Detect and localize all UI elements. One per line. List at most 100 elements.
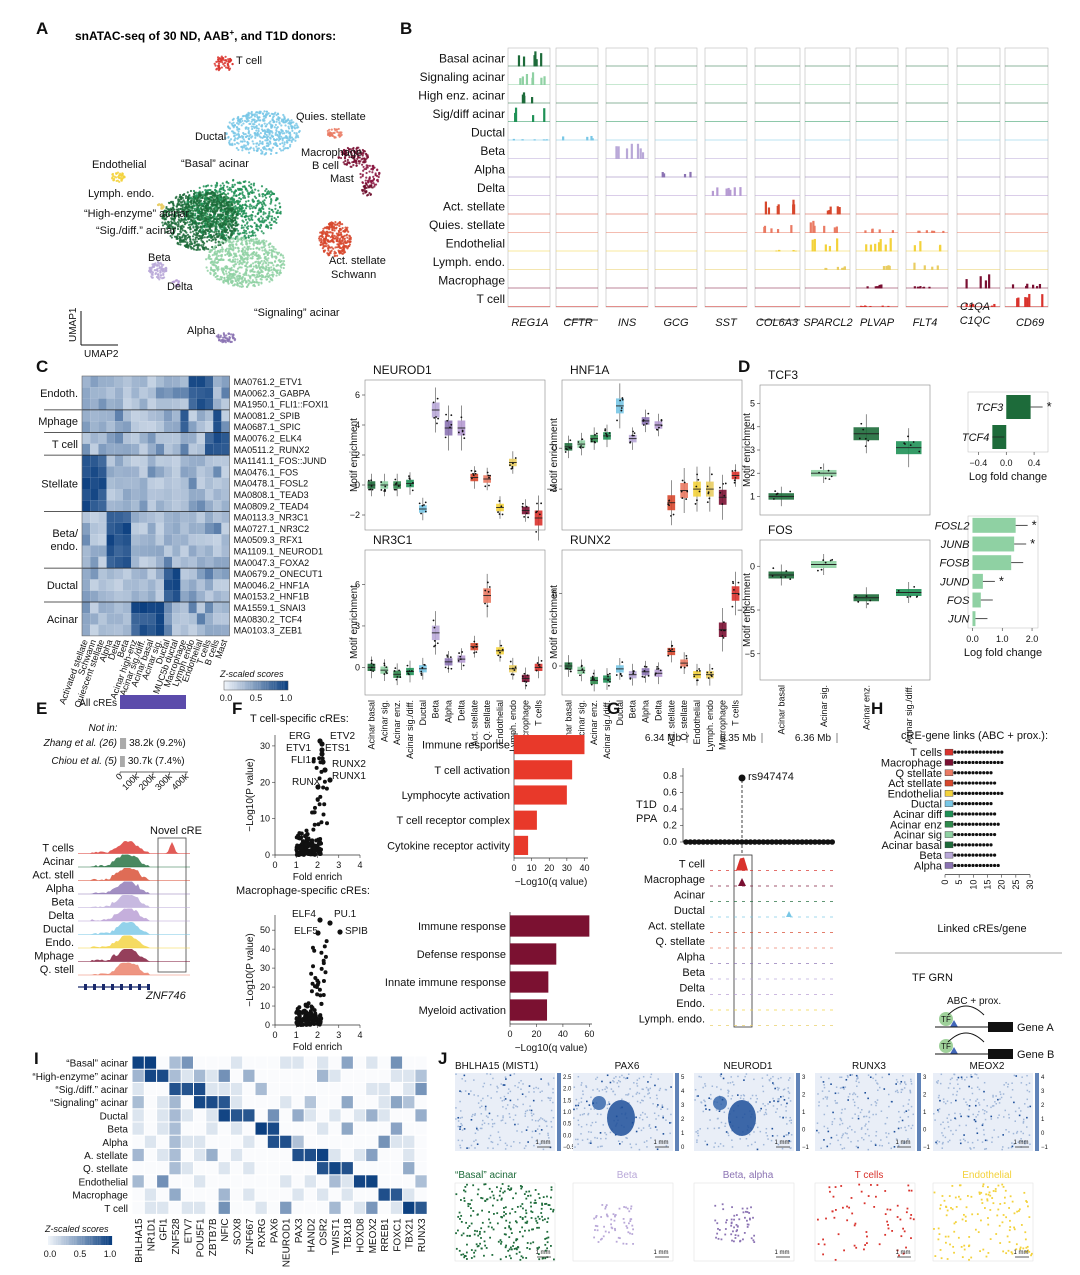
heat-cell bbox=[139, 387, 148, 399]
point bbox=[371, 488, 374, 491]
track-peak bbox=[615, 146, 618, 159]
umap-point bbox=[250, 218, 253, 221]
track-peak bbox=[887, 305, 890, 307]
umap-point bbox=[237, 130, 240, 133]
umap-point bbox=[244, 257, 248, 260]
umap-point bbox=[240, 280, 244, 283]
umap-point bbox=[240, 188, 243, 191]
motif-label-20: MA1559.1_SNAI3 bbox=[234, 603, 306, 613]
umap-point bbox=[210, 184, 213, 187]
umap-point bbox=[362, 157, 366, 160]
umap-point bbox=[231, 183, 234, 187]
umap-point bbox=[241, 275, 245, 279]
heat-cell bbox=[114, 443, 123, 456]
umap-point bbox=[227, 136, 230, 139]
umap-point bbox=[240, 117, 243, 120]
heat-cell bbox=[90, 579, 99, 591]
heat-cell bbox=[155, 511, 164, 523]
umap-point bbox=[365, 171, 368, 175]
heat-cell bbox=[82, 613, 91, 625]
point bbox=[488, 484, 490, 487]
umap-point bbox=[262, 211, 265, 214]
umap-point bbox=[267, 263, 270, 267]
point bbox=[540, 502, 543, 505]
umap-point bbox=[205, 217, 208, 220]
heat-cell bbox=[196, 387, 205, 399]
umap-point bbox=[209, 250, 212, 254]
umap-point bbox=[363, 184, 366, 187]
umap-point bbox=[270, 148, 273, 151]
umap-point bbox=[224, 241, 227, 244]
heat-cell bbox=[147, 602, 156, 614]
row-group-label: Beta/ bbox=[52, 528, 79, 540]
track-peak bbox=[522, 92, 526, 104]
umap-point bbox=[265, 144, 268, 148]
heat-cell bbox=[221, 568, 230, 580]
umap-point bbox=[243, 273, 246, 277]
point bbox=[632, 434, 635, 437]
heat-cell bbox=[123, 590, 132, 602]
umap-label-3: “Basal” acinar bbox=[181, 158, 249, 170]
point bbox=[511, 465, 514, 468]
umap-point bbox=[265, 130, 268, 133]
umap-point bbox=[258, 116, 261, 119]
umap-point bbox=[236, 199, 240, 202]
track-peak bbox=[543, 108, 546, 122]
umap-point bbox=[365, 183, 368, 186]
umap-point bbox=[230, 190, 233, 193]
umap-point bbox=[236, 206, 239, 209]
heat-cell bbox=[82, 511, 91, 523]
umap-point bbox=[328, 245, 331, 249]
umap-point bbox=[337, 127, 340, 131]
umap-point bbox=[231, 130, 234, 133]
umap-point bbox=[223, 279, 226, 282]
heat-cell bbox=[98, 432, 107, 444]
umap-point bbox=[227, 188, 230, 191]
umap-point bbox=[176, 227, 180, 231]
umap-point bbox=[362, 188, 365, 192]
heat-cell bbox=[213, 432, 222, 444]
umap-label-1: Ductal bbox=[195, 131, 226, 143]
umap-point bbox=[342, 245, 346, 249]
point bbox=[418, 502, 421, 505]
track-peak bbox=[776, 229, 780, 233]
umap-point bbox=[215, 184, 219, 187]
point bbox=[474, 472, 477, 475]
point bbox=[564, 451, 567, 453]
umap-point bbox=[227, 192, 230, 195]
umap-point bbox=[350, 165, 353, 168]
umap-point bbox=[260, 207, 263, 210]
umap-point bbox=[342, 230, 345, 233]
heat-cell bbox=[180, 409, 189, 422]
umap-point bbox=[366, 154, 369, 157]
umap-point bbox=[246, 251, 249, 254]
heat-cell bbox=[123, 568, 132, 580]
umap-point bbox=[343, 156, 347, 159]
heat-cell bbox=[155, 545, 164, 557]
umap-point bbox=[264, 248, 267, 251]
umap-point bbox=[237, 136, 240, 139]
heat-cell bbox=[147, 387, 156, 399]
umap-point bbox=[229, 229, 232, 232]
umap-point bbox=[237, 247, 240, 250]
umap-point bbox=[272, 264, 275, 267]
umap-point bbox=[243, 224, 247, 227]
heat-cell bbox=[98, 534, 107, 546]
heat-cell bbox=[172, 387, 181, 399]
umap-point bbox=[244, 207, 248, 210]
heat-cell bbox=[139, 602, 148, 614]
umap-point bbox=[235, 194, 238, 197]
umap-point bbox=[258, 140, 262, 143]
umap-point bbox=[260, 203, 264, 206]
umap-point bbox=[265, 136, 269, 139]
umap-point bbox=[256, 134, 259, 137]
motif-box-1-frame bbox=[561, 379, 743, 531]
umap-point bbox=[252, 147, 255, 150]
track-peak bbox=[866, 286, 869, 289]
umap-point bbox=[238, 121, 241, 124]
umap-point bbox=[367, 186, 370, 189]
legend-swatch bbox=[230, 681, 233, 690]
umap-point bbox=[195, 194, 199, 197]
track-peak bbox=[923, 265, 926, 270]
umap-point bbox=[279, 269, 282, 272]
